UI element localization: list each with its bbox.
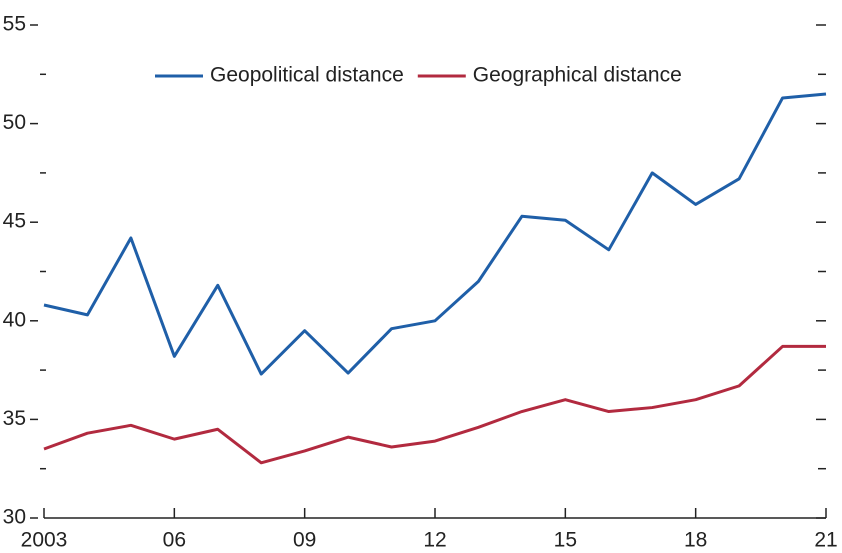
x-tick-label: 21 (814, 529, 837, 552)
y-tick-label: 45 (3, 210, 26, 233)
series-line (43, 92, 827, 376)
x-tick-label: 12 (423, 529, 446, 552)
y-tick-label: 35 (3, 407, 26, 430)
x-tick-label: 2003 (21, 529, 68, 552)
y-tick-label: 55 (3, 13, 26, 36)
x-tick-label: 18 (684, 529, 707, 552)
legend-label: Geographical distance (473, 64, 682, 87)
x-tick-label: 15 (554, 529, 577, 552)
y-tick-label: 30 (3, 506, 26, 529)
y-tick-label: 50 (3, 111, 26, 134)
y-tick-label: 40 (3, 308, 26, 331)
x-tick-label: 06 (163, 529, 186, 552)
series-line (43, 344, 826, 465)
legend-label: Geopolitical distance (210, 64, 404, 87)
x-tick-label: 09 (293, 529, 316, 552)
